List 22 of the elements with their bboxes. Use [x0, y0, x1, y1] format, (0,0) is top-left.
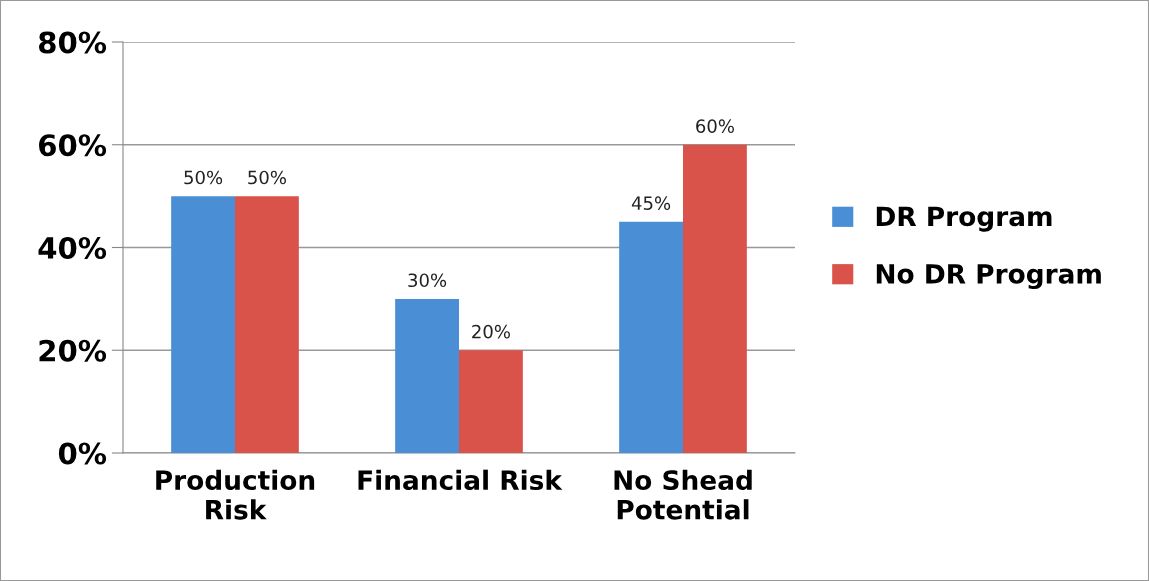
- bar: [171, 196, 235, 453]
- bar: [459, 350, 523, 453]
- legend-label: No DR Program: [876, 264, 1101, 290]
- x-tick-label: Production Risk: [156, 469, 315, 520]
- bar: [619, 221, 683, 453]
- y-tick-label: 80%: [39, 31, 107, 54]
- bar: [395, 298, 459, 453]
- data-label: 45%: [631, 196, 671, 210]
- y-tick-label: 0%: [58, 442, 107, 465]
- legend-label: DR Program: [876, 206, 1052, 232]
- data-label: 60%: [696, 119, 734, 133]
- x-tick-label: No Shead Potential: [614, 469, 752, 520]
- data-label: 50%: [184, 170, 223, 185]
- y-tick-label: 60%: [39, 134, 107, 157]
- y-tick-label: 20%: [39, 339, 107, 362]
- data-label: 30%: [408, 273, 447, 288]
- bar: [235, 196, 299, 453]
- data-label: 20%: [472, 324, 510, 339]
- y-tick-label: 40%: [38, 236, 107, 259]
- x-tick-label: Financial Risk: [358, 469, 563, 491]
- data-label: 50%: [248, 170, 286, 185]
- bar: [683, 144, 747, 453]
